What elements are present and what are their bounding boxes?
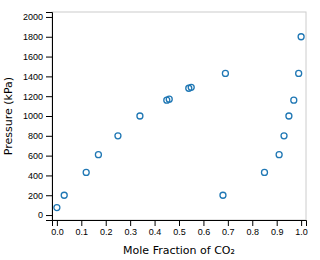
x-axis-tick: 0.9 <box>271 220 284 237</box>
point <box>83 169 89 175</box>
chart: 0.0 0.1 0.2 0.3 0.4 0.5 0.6 0.7 0.8 0.9 1.0 0 200 400… <box>0 0 320 260</box>
x-axis-tick-mark <box>130 220 131 226</box>
y-axis-tick-mark <box>46 96 52 97</box>
point <box>61 192 67 198</box>
x-axis-tick-mark <box>81 220 82 226</box>
point <box>298 34 304 40</box>
y-axis-tick-mark <box>46 57 52 58</box>
y-axis-title: Pressure (kPa) <box>2 77 15 155</box>
y-axis-tick-label: 1800 <box>23 32 43 42</box>
x-axis-tick-mark <box>179 220 180 226</box>
x-axis-tick-label: 0.3 <box>124 227 137 237</box>
y-axis-tick-mark <box>46 116 52 117</box>
x-axis: 0.0 0.1 0.2 0.3 0.4 0.5 0.6 0.7 0.8 0.9 1.0 <box>51 220 308 237</box>
point <box>115 133 121 139</box>
x-axis-title: Mole Fraction of CO₂ <box>123 244 235 257</box>
y-axis-tick-label: 600 <box>28 151 43 161</box>
y-axis-tick: 1000 <box>23 111 52 121</box>
point <box>54 205 60 211</box>
x-axis-tick-mark <box>277 220 278 226</box>
x-axis-tick-label: 0.9 <box>271 227 284 237</box>
y-axis-tick-label: 200 <box>28 191 43 201</box>
y-axis-tick: 1400 <box>23 72 52 82</box>
points <box>54 34 304 211</box>
x-axis-tick-mark <box>57 220 58 226</box>
y-axis-tick-mark <box>46 175 52 176</box>
x-axis-tick-label: 0.1 <box>76 227 89 237</box>
point <box>261 169 267 175</box>
x-axis-tick: 1.0 <box>295 220 308 237</box>
y-axis-tick-label: 400 <box>28 171 43 181</box>
x-axis-tick: 0.0 <box>51 220 64 237</box>
x-axis-tick: 0.6 <box>198 220 211 237</box>
y-axis-tick: 800 <box>28 131 52 141</box>
point <box>276 152 282 158</box>
y-axis: 0 200 400 600 800 1000 1200 1400 1600 1800 2000 <box>23 12 53 220</box>
x-axis-tick-mark <box>203 220 204 226</box>
y-axis-tick: 400 <box>28 171 52 181</box>
y-axis-tick-label: 1600 <box>23 52 43 62</box>
point <box>296 70 302 76</box>
x-axis-tick: 0.4 <box>149 220 162 237</box>
x-axis-tick: 0.1 <box>76 220 89 237</box>
x-axis-tick: 0.2 <box>100 220 113 237</box>
y-axis-tick-label: 1200 <box>23 92 43 102</box>
y-axis-tick-mark <box>46 76 52 77</box>
x-axis-tick-label: 1.0 <box>295 227 308 237</box>
x-axis-line <box>53 221 307 227</box>
y-axis-tick-label: 1400 <box>23 72 43 82</box>
y-axis-tick-mark <box>46 37 52 38</box>
x-axis-tick-label: 0.8 <box>247 227 260 237</box>
plot-area: 0.0 0.1 0.2 0.3 0.4 0.5 0.6 0.7 0.8 0.9 1.0 0 200 400… <box>23 12 308 237</box>
x-axis-tick: 0.5 <box>173 220 186 237</box>
y-axis-tick-mark <box>46 215 52 216</box>
y-axis-tick-label: 2000 <box>23 12 43 22</box>
y-axis-tick-label: 800 <box>28 131 43 141</box>
x-axis-tick-label: 0.0 <box>51 227 64 237</box>
point <box>166 96 172 102</box>
point <box>188 84 194 90</box>
x-axis-tick-label: 0.5 <box>173 227 186 237</box>
x-axis-tick-mark <box>155 220 156 226</box>
point <box>286 113 292 119</box>
x-axis-tick: 0.7 <box>222 220 235 237</box>
point <box>281 133 287 139</box>
y-axis-tick: 2000 <box>23 12 52 22</box>
x-axis-tick-label: 0.6 <box>198 227 211 237</box>
point <box>220 192 226 198</box>
x-axis-tick-label: 0.7 <box>222 227 235 237</box>
x-axis-tick-label: 0.2 <box>100 227 113 237</box>
y-axis-line <box>46 13 53 221</box>
x-axis-tick: 0.8 <box>247 220 260 237</box>
x-axis-tick: 0.3 <box>124 220 137 237</box>
y-axis-tick: 0 <box>38 210 52 220</box>
plot-frame <box>52 12 306 220</box>
point <box>291 97 297 103</box>
y-axis-tick: 600 <box>28 151 52 161</box>
point <box>137 113 143 119</box>
y-axis-tick: 1800 <box>23 32 52 42</box>
y-axis-tick-label: 1000 <box>23 111 43 121</box>
x-axis-tick-label: 0.4 <box>149 227 162 237</box>
x-axis-tick-mark <box>106 220 107 226</box>
y-axis-tick: 1200 <box>23 92 52 102</box>
y-axis-tick-mark <box>46 136 52 137</box>
point <box>95 152 101 158</box>
x-axis-tick-mark <box>228 220 229 226</box>
point <box>222 70 228 76</box>
y-axis-tick-mark <box>46 156 52 157</box>
y-axis-tick-label: 0 <box>38 210 43 220</box>
y-axis-tick: 1600 <box>23 52 52 62</box>
y-axis-tick: 200 <box>28 191 52 201</box>
x-axis-tick-mark <box>252 220 253 226</box>
y-axis-tick-mark <box>46 195 52 196</box>
x-axis-tick-mark <box>301 220 302 226</box>
y-axis-tick-mark <box>46 17 52 18</box>
